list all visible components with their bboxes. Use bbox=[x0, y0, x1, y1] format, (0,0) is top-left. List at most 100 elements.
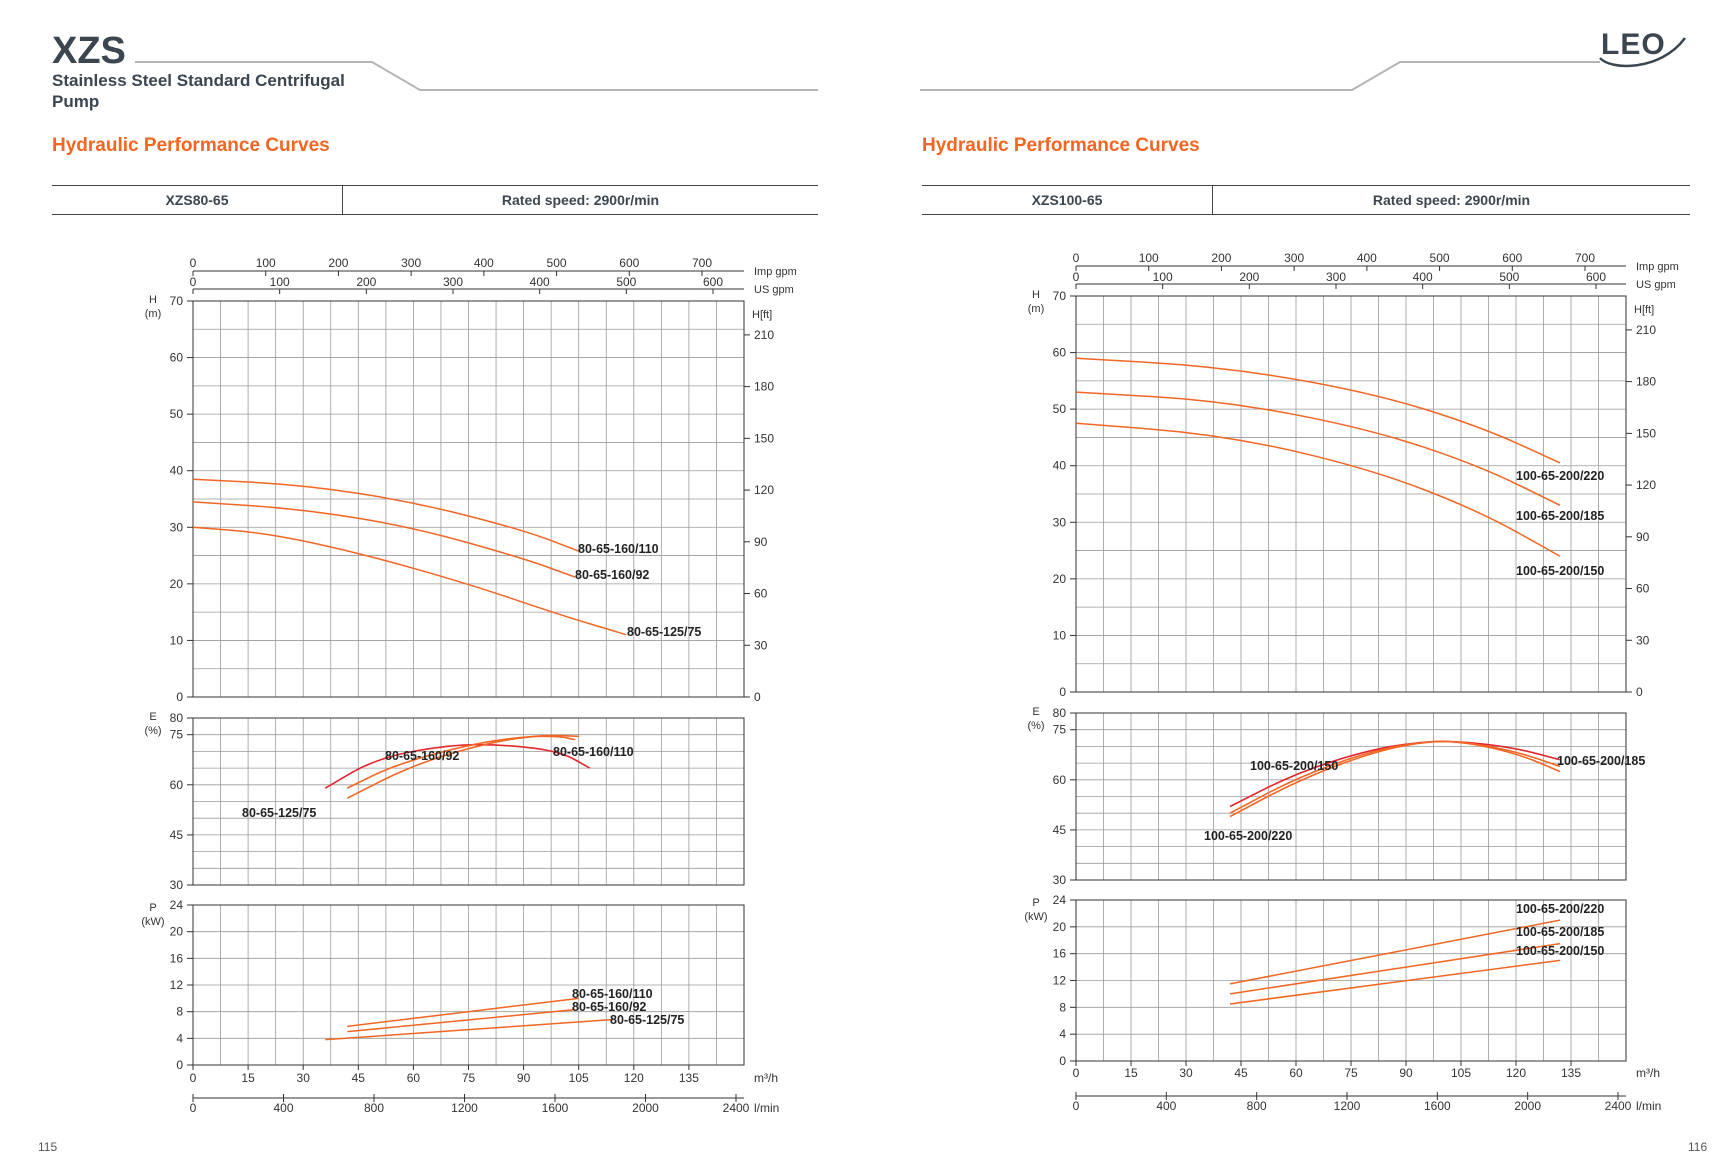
us-tick-label: 400 bbox=[530, 275, 550, 289]
lmin-tick-label: 400 bbox=[1156, 1099, 1176, 1113]
curve-label: 80-65-160/110 bbox=[553, 745, 634, 759]
us-tick-label: 100 bbox=[270, 275, 290, 289]
plot-frame bbox=[192, 717, 745, 886]
imp-tick-label: 200 bbox=[328, 256, 348, 270]
imp-tick-label: 600 bbox=[619, 256, 639, 270]
us-tick-label: 0 bbox=[1073, 270, 1080, 284]
curve-label: 100-65-200/185 bbox=[1557, 754, 1645, 768]
curve-label: 80-65-160/92 bbox=[572, 1000, 646, 1014]
ft-tick-label: 120 bbox=[754, 483, 774, 497]
x-tick-label: 90 bbox=[1399, 1066, 1413, 1080]
x-axis-unit: m³/h bbox=[754, 1071, 778, 1085]
head-curve bbox=[1075, 357, 1561, 464]
y-tick-label: 4 bbox=[1059, 1027, 1066, 1041]
y-tick-label: 70 bbox=[170, 294, 184, 308]
x-tick-label: 135 bbox=[679, 1071, 699, 1085]
performance-chart-xzs80-65: 010203040506070304560758004812162024H(m)… bbox=[141, 256, 797, 1115]
curve-label: 80-65-125/75 bbox=[242, 806, 316, 820]
head-curve bbox=[192, 526, 627, 636]
model-cell-right: XZS100-65 bbox=[922, 186, 1213, 214]
ft-tick-label: 120 bbox=[1636, 478, 1656, 492]
y-tick-label: 75 bbox=[1053, 723, 1067, 737]
lmin-tick-label: 2400 bbox=[1605, 1099, 1632, 1113]
head-curve bbox=[192, 501, 576, 578]
curve-label: 100-65-200/220 bbox=[1516, 902, 1604, 916]
head-curve bbox=[1075, 391, 1561, 506]
curve-label: 100-65-200/220 bbox=[1204, 829, 1292, 843]
plot-frame bbox=[192, 300, 745, 698]
head-axis-unit: (m) bbox=[145, 308, 162, 320]
curve-label: 100-65-200/150 bbox=[1516, 944, 1604, 958]
lmin-tick-label: 800 bbox=[1247, 1099, 1267, 1113]
curve-label: 80-65-125/75 bbox=[627, 625, 701, 639]
header-line-right bbox=[920, 61, 1600, 91]
speed-cell-right: Rated speed: 2900r/min bbox=[1372, 192, 1531, 208]
brand-title: XZS bbox=[52, 30, 126, 72]
lmin-tick-label: 0 bbox=[190, 1101, 197, 1115]
x-tick-label: 135 bbox=[1561, 1066, 1581, 1080]
y-tick-label: 45 bbox=[1053, 823, 1067, 837]
efficiency-curve bbox=[1229, 740, 1561, 818]
imp-tick-label: 0 bbox=[190, 256, 197, 270]
ft-tick-label: 90 bbox=[1636, 530, 1650, 544]
power-curve bbox=[1229, 919, 1561, 985]
imp-gpm-label: Imp gpm bbox=[754, 266, 797, 278]
y-tick-label: 10 bbox=[1053, 628, 1067, 642]
lmin-axis-unit: l/min bbox=[1636, 1099, 1661, 1113]
lmin-tick-label: 2000 bbox=[632, 1101, 659, 1115]
ft-tick-label: 90 bbox=[754, 535, 768, 549]
power-axis-label: P bbox=[1032, 897, 1039, 909]
power-axis-unit: (kW) bbox=[1024, 911, 1047, 923]
y-tick-label: 0 bbox=[1059, 685, 1066, 699]
imp-tick-label: 200 bbox=[1211, 251, 1231, 265]
us-tick-label: 100 bbox=[1153, 270, 1173, 284]
lmin-tick-label: 1600 bbox=[542, 1101, 569, 1115]
us-tick-label: 300 bbox=[1326, 270, 1346, 284]
power-axis-label: P bbox=[149, 902, 156, 914]
y-tick-label: 12 bbox=[1053, 974, 1067, 988]
ft-tick-label: 0 bbox=[1636, 685, 1643, 699]
lmin-tick-label: 1200 bbox=[1334, 1099, 1361, 1113]
power-curve bbox=[347, 997, 579, 1028]
x-tick-label: 30 bbox=[1179, 1066, 1193, 1080]
us-tick-label: 600 bbox=[703, 275, 723, 289]
lmin-tick-label: 1200 bbox=[451, 1101, 478, 1115]
imp-tick-label: 100 bbox=[1139, 251, 1159, 265]
ft-tick-label: 60 bbox=[754, 587, 768, 601]
x-tick-label: 0 bbox=[190, 1071, 197, 1085]
ft-tick-label: 180 bbox=[754, 380, 774, 394]
lmin-tick-label: 800 bbox=[364, 1101, 384, 1115]
power-axis-unit: (kW) bbox=[141, 916, 164, 928]
us-gpm-label: US gpm bbox=[754, 284, 794, 296]
y-tick-label: 4 bbox=[176, 1031, 183, 1045]
product-subtitle: Stainless Steel Standard Centrifugal Pum… bbox=[52, 71, 345, 111]
y-tick-label: 20 bbox=[1053, 920, 1067, 934]
y-tick-label: 0 bbox=[176, 1058, 183, 1072]
us-gpm-label: US gpm bbox=[1636, 279, 1676, 291]
ft-tick-label: 180 bbox=[1636, 375, 1656, 389]
imp-tick-label: 300 bbox=[401, 256, 421, 270]
imp-tick-label: 100 bbox=[256, 256, 276, 270]
y-tick-label: 12 bbox=[170, 978, 184, 992]
curve-label: 80-65-160/110 bbox=[578, 542, 659, 556]
y-tick-label: 60 bbox=[170, 778, 184, 792]
y-tick-label: 40 bbox=[170, 464, 184, 478]
us-tick-label: 200 bbox=[1239, 270, 1259, 284]
y-tick-label: 20 bbox=[1053, 572, 1067, 586]
imp-tick-label: 300 bbox=[1284, 251, 1304, 265]
y-tick-label: 40 bbox=[1053, 459, 1067, 473]
lmin-tick-label: 0 bbox=[1073, 1099, 1080, 1113]
curve-label: 100-65-200/185 bbox=[1516, 509, 1604, 523]
page-number-left: 115 bbox=[38, 1140, 58, 1154]
lmin-tick-label: 400 bbox=[273, 1101, 293, 1115]
y-tick-label: 0 bbox=[176, 690, 183, 704]
y-tick-label: 30 bbox=[1053, 515, 1067, 529]
ft-tick-label: 0 bbox=[754, 690, 761, 704]
ft-tick-label: 210 bbox=[1636, 323, 1656, 337]
ft-tick-label: 60 bbox=[1636, 582, 1650, 596]
x-tick-label: 120 bbox=[1506, 1066, 1526, 1080]
y-tick-label: 80 bbox=[170, 711, 184, 725]
x-tick-label: 75 bbox=[462, 1071, 476, 1085]
x-tick-label: 90 bbox=[517, 1071, 531, 1085]
power-curve bbox=[1229, 942, 1561, 995]
